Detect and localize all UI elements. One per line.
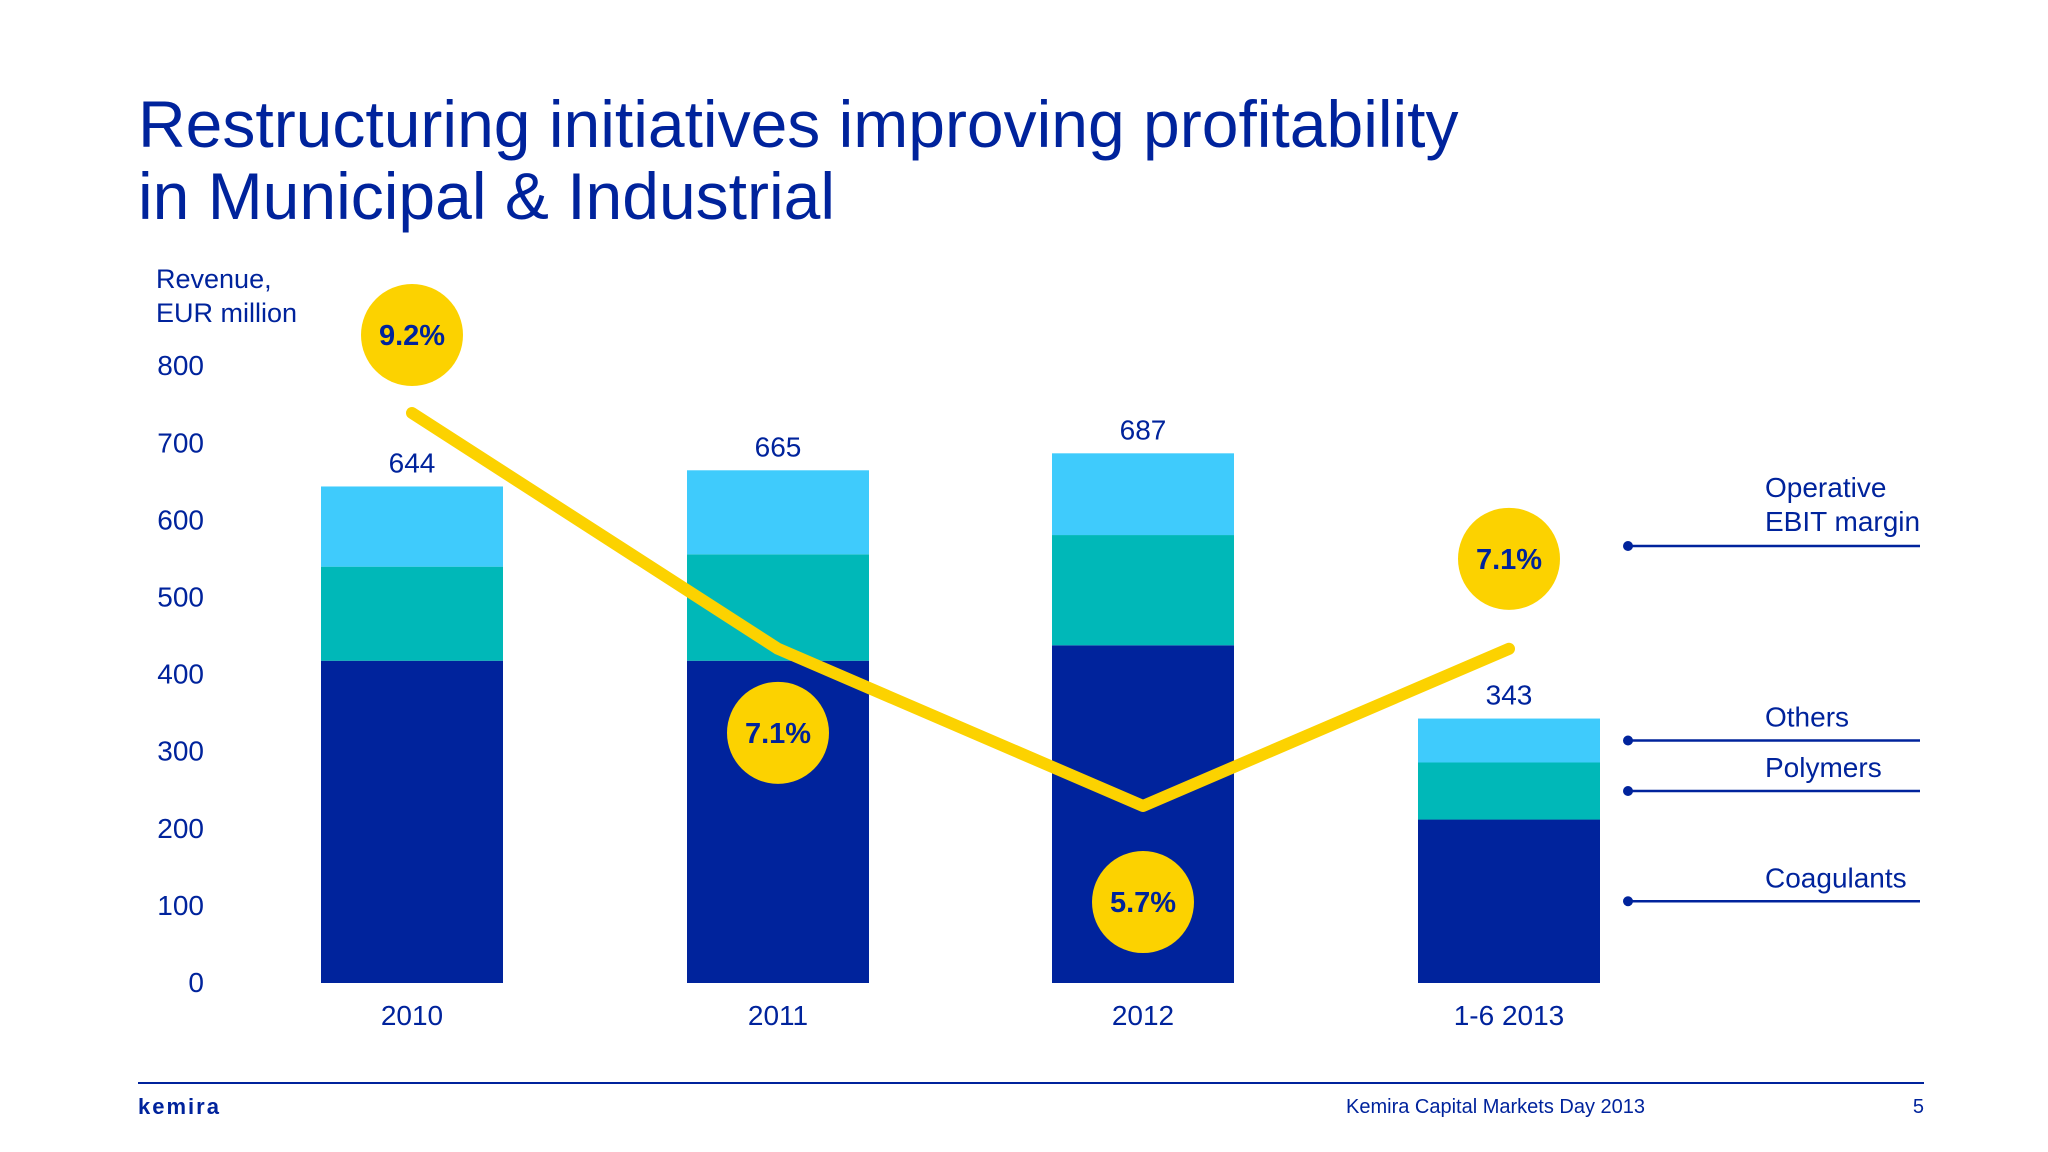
margin-bubble-label: 7.1% [1476, 544, 1542, 576]
y-tick-label: 600 [157, 504, 204, 535]
x-axis-labels: 2010 2011 2012 1-6 2013 [381, 1000, 1564, 1031]
y-tick-label: 800 [157, 350, 204, 381]
y-tick-label: 200 [157, 813, 204, 844]
y-axis-label-line1: Revenue, [156, 264, 272, 294]
margin-bubble-label: 9.2% [379, 320, 445, 352]
slide-title: Restructuring initiatives improving prof… [138, 88, 1838, 232]
legend-dot-polymers [1623, 786, 1633, 797]
bar-segment-others [1418, 718, 1600, 763]
margin-bubble [1092, 851, 1194, 954]
bar-segment-others [1052, 453, 1234, 536]
kemira-logo: kemira [138, 1094, 221, 1119]
slide-title-line1: Restructuring initiatives improving prof… [138, 87, 1459, 161]
bar-segment-coagulants [321, 660, 503, 983]
y-tick-label: 700 [157, 427, 204, 458]
y-tick-label: 100 [157, 890, 204, 921]
bar-segment-coagulants [1418, 819, 1600, 983]
bar-total-label: 687 [1120, 414, 1167, 445]
bar-segment-polymers [1418, 762, 1600, 820]
bar-total-label: 665 [755, 431, 802, 462]
x-tick-label: 2011 [748, 1000, 808, 1031]
x-tick-label: 2010 [381, 1000, 443, 1031]
chart-legend: Operative EBIT margin Coagulants Polymers… [1623, 472, 1920, 907]
margin-bubble-label: 5.7% [1110, 887, 1176, 919]
legend-label-coagulants: Coagulants [1765, 862, 1907, 893]
footer-divider [138, 1082, 1924, 1084]
bar-segment-polymers [321, 566, 503, 661]
x-tick-label: 2012 [1112, 1000, 1174, 1031]
legend-label-ebit-line2: EBIT margin [1765, 506, 1920, 537]
legend-dot-ebit [1623, 541, 1633, 551]
legend-label-polymers: Polymers [1765, 752, 1882, 783]
bar-total-label: 343 [1486, 680, 1533, 711]
ebit-margin-line [406, 407, 1515, 812]
y-axis-label-line2: EUR million [156, 298, 297, 328]
bar-segment-others [321, 486, 503, 567]
y-tick-label: 0 [188, 967, 204, 998]
margin-bubble-label: 7.1% [745, 718, 811, 750]
y-tick-label: 400 [157, 659, 204, 690]
y-axis-ticks: 0 100 200 300 400 500 600 700 800 [157, 350, 204, 998]
legend-label-ebit-line1: Operative [1765, 472, 1886, 503]
bar-total-label: 644 [389, 447, 436, 478]
margin-bubble [727, 681, 829, 784]
bar-total-labels: 644 665 687 343 [389, 414, 1533, 710]
ebit-margin-polyline [406, 407, 1515, 812]
margin-bubble [1458, 507, 1560, 610]
bar-segment-polymers [1052, 535, 1234, 646]
legend-dot-coagulants [1623, 896, 1633, 907]
footer-text: Kemira Capital Markets Day 2013 [1346, 1096, 1646, 1118]
legend-dot-others [1623, 735, 1633, 746]
y-tick-label: 500 [157, 582, 204, 613]
slide-title-line2: in Municipal & Industrial [138, 159, 835, 233]
y-tick-label: 300 [157, 736, 204, 767]
stacked-bars [321, 453, 1600, 983]
x-tick-label: 1-6 2013 [1454, 1000, 1565, 1031]
bar-segment-others [687, 470, 869, 555]
ebit-margin-bubbles: 9.2% 7.1% 5.7% 7.1% [361, 284, 1560, 954]
margin-bubble [361, 284, 463, 386]
legend-label-others: Others [1765, 702, 1849, 733]
page-number: 5 [1912, 1096, 1924, 1118]
